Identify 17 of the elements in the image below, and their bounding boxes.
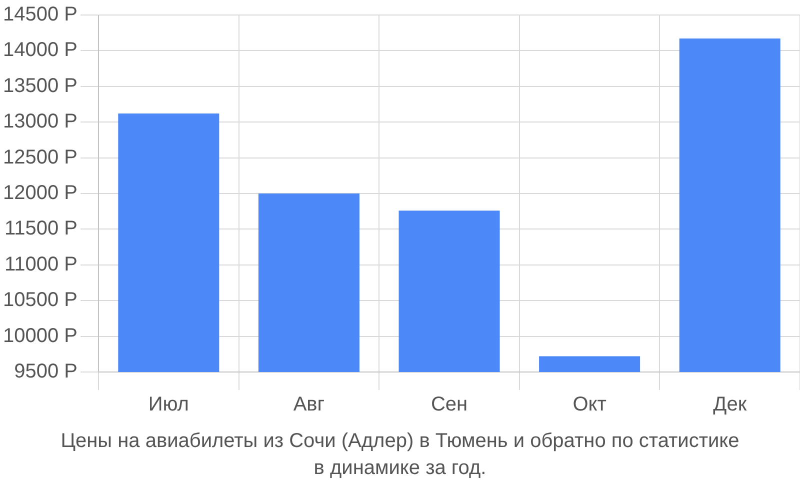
y-tick-label: 14000 Р <box>2 39 78 62</box>
y-tick-label: 13000 Р <box>2 110 78 133</box>
y-tick-label: 12500 Р <box>2 146 78 168</box>
y-tick-label: 9500 Р <box>14 360 78 383</box>
y-tick-label: 10000 Р <box>2 324 78 347</box>
y-tick-label: 12000 Р <box>2 182 78 204</box>
y-tick-label: 11000 Р <box>4 253 78 276</box>
x-tick-label: Дек <box>713 394 747 416</box>
x-tick-label: Июл <box>148 394 189 416</box>
text: Цены на авиабилеты из Сочи (Адлер) в Тюмень и обратно по статистике в динамике за год. <box>60 429 740 481</box>
y-tick-label: 13500 Р <box>2 74 78 97</box>
x-tick-label: Сен <box>430 394 468 416</box>
x-tick-label: Окт <box>572 394 606 416</box>
y-tick-label: 11500 Р <box>4 218 78 240</box>
y-tick-label: 14500 Р <box>2 4 78 26</box>
y-tick-label: 10500 Р <box>2 289 78 312</box>
x-tick-label: Авг <box>293 394 325 416</box>
